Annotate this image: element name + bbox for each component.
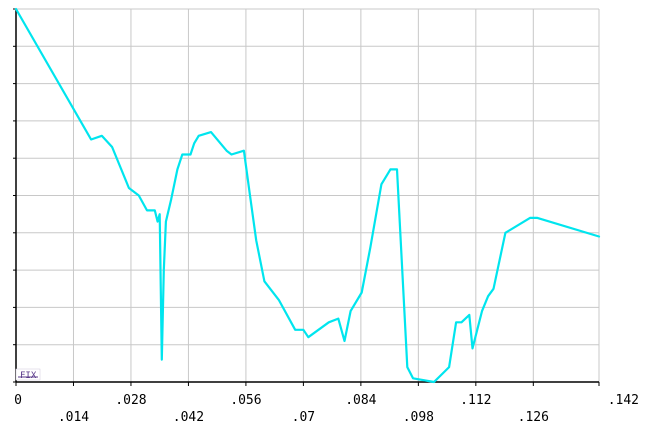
x-tick-label: .112	[460, 393, 491, 408]
axes	[13, 8, 600, 386]
x-tick-label: .07	[292, 410, 315, 425]
x-tick-label: .014	[58, 410, 89, 425]
x-tick-labels: 0 .014 .028 .042 .056 .07 .084 .098 .112 .126 .142	[14, 393, 639, 425]
legend-label: FIX	[20, 371, 37, 381]
x-tick-label: .142	[608, 393, 639, 408]
x-tick-label: .042	[173, 410, 204, 425]
x-tick-label: .056	[230, 393, 261, 408]
x-tick-label: .098	[403, 410, 434, 425]
x-tick-label: .126	[518, 410, 549, 425]
legend-box	[15, 368, 41, 381]
x-tick-label: .084	[345, 393, 376, 408]
x-tick-label: .028	[115, 393, 146, 408]
series-line	[14, 7, 601, 384]
x-tick-label: 0	[14, 393, 22, 408]
series-layer	[14, 7, 601, 384]
legend: FIX	[15, 368, 41, 381]
